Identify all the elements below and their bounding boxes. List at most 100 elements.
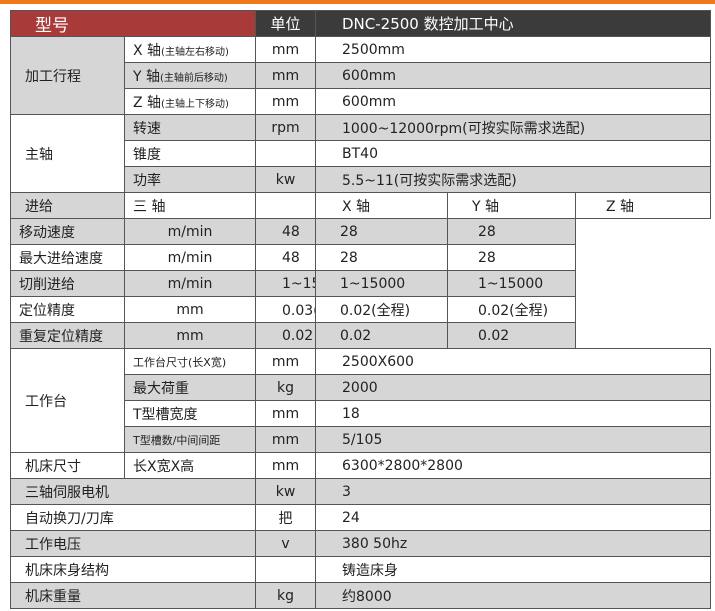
- group-spindle: 主轴: [10, 114, 125, 193]
- table-row: Z 轴(主轴上下移动) mm 600mm: [10, 88, 711, 115]
- row-value: 5.5~11(可按实际需求选配): [315, 166, 711, 193]
- row-label: 长X宽X高: [124, 452, 256, 479]
- table-row: T型槽宽度 mm 18: [10, 400, 711, 427]
- row-unit: m/min: [124, 218, 256, 245]
- row-value: 2500X600: [315, 348, 711, 375]
- table-row: 主轴 转速 rpm 1000~12000rpm(可按实际需求选配): [10, 114, 711, 193]
- row-label: 工作台尺寸(长X宽): [124, 348, 256, 375]
- table-row: 重复定位精度 mm 0.02 0.02 0.02: [10, 322, 711, 349]
- table-row: 移动速度 m/min 48 28 28: [10, 218, 711, 245]
- row-unit: kw: [255, 166, 316, 193]
- row-unit: kg: [255, 374, 316, 401]
- row-unit: [255, 556, 316, 583]
- table-row: 锥度 BT40: [10, 140, 711, 167]
- axis-x-value: 1~15000: [255, 270, 316, 297]
- axis-z-value: 28: [447, 244, 576, 271]
- group-worktable: 工作台: [10, 348, 125, 453]
- row-label: T型槽数/中间间距: [124, 426, 256, 453]
- row-value: 18: [315, 400, 711, 427]
- row-label: 功率: [124, 166, 256, 193]
- row-label: 机床床身结构: [10, 556, 256, 583]
- row-value: 3: [315, 478, 711, 505]
- axis-x-value: 0.03(全程): [255, 296, 316, 323]
- row-label: T型槽宽度: [124, 400, 256, 427]
- header-row: 型号 单位 DNC-2500 数控加工中心: [10, 10, 711, 37]
- group-travel: 加工行程: [10, 36, 125, 115]
- row-value: 600mm: [315, 88, 711, 115]
- row-label: 三 轴: [124, 192, 256, 219]
- table-row: 最大荷重 kg 2000: [10, 374, 711, 401]
- row-unit: mm: [255, 452, 316, 479]
- axis-z-value: 0.02: [447, 322, 576, 349]
- row-value: 铸造床身: [315, 556, 711, 583]
- row-unit: [255, 192, 316, 219]
- axis-y-value: 28: [315, 218, 448, 245]
- axis-z-value: 28: [447, 218, 576, 245]
- row-value: 5/105: [315, 426, 711, 453]
- row-unit: mm: [255, 36, 316, 63]
- row-unit: mm: [255, 348, 316, 375]
- table-row: 最大进给速度 m/min 48 28 28: [10, 244, 711, 271]
- row-unit: kw: [255, 478, 316, 505]
- unit-label: 单位: [255, 10, 316, 37]
- row-label: 锥度: [124, 140, 256, 167]
- row-label: 重复定位精度: [10, 322, 125, 349]
- row-value: 2000: [315, 374, 711, 401]
- axis-z-value: 0.02(全程): [447, 296, 576, 323]
- row-value: 600mm: [315, 62, 711, 89]
- row-unit: mm: [124, 322, 256, 349]
- row-unit: v: [255, 530, 316, 557]
- row-unit: mm: [255, 62, 316, 89]
- axis-y-header: Y 轴: [447, 192, 576, 219]
- row-value: 6300*2800*2800: [315, 452, 711, 479]
- row-unit: mm: [124, 296, 256, 323]
- spec-table: 型号 单位 DNC-2500 数控加工中心 加工行程 X 轴(主轴左右移动) m…: [10, 10, 711, 609]
- axis-y-value: 0.02(全程): [315, 296, 448, 323]
- row-label: X 轴(主轴左右移动): [124, 36, 256, 63]
- row-unit: m/min: [124, 270, 256, 297]
- row-unit: mm: [255, 400, 316, 427]
- row-label: Y 轴(主轴前后移动): [124, 62, 256, 89]
- axis-z-value: 1~15000: [447, 270, 576, 297]
- row-unit: 把: [255, 504, 316, 531]
- axis-z-header: Z 轴: [575, 192, 711, 219]
- row-label: 移动速度: [10, 218, 125, 245]
- table-row: Y 轴(主轴前后移动) mm 600mm: [10, 62, 711, 89]
- table-row: 机床床身结构 铸造床身: [10, 556, 711, 583]
- table-row: 加工行程 X 轴(主轴左右移动) mm 2500mm: [10, 36, 711, 115]
- row-label: 最大进给速度: [10, 244, 125, 271]
- axis-x-header: X 轴: [315, 192, 448, 219]
- axis-x-value: 0.02: [255, 322, 316, 349]
- row-value: BT40: [315, 140, 711, 167]
- group-feed: 进给: [10, 192, 125, 219]
- row-value: 约8000: [315, 582, 711, 609]
- feed-head-row: 进给 三 轴 X 轴 Y 轴 Z 轴: [10, 192, 711, 219]
- row-label: Z 轴(主轴上下移动): [124, 88, 256, 115]
- row-unit: rpm: [255, 114, 316, 141]
- table-row: 功率 kw 5.5~11(可按实际需求选配): [10, 166, 711, 193]
- row-unit: m/min: [124, 244, 256, 271]
- row-label: 三轴伺服电机: [10, 478, 256, 505]
- row-label: 自动换刀/刀库: [10, 504, 256, 531]
- table-row: 工作电压 v 380 50hz: [10, 530, 711, 557]
- row-label: 定位精度: [10, 296, 125, 323]
- table-row: 自动换刀/刀库把 24: [10, 504, 711, 531]
- axis-x-value: 48: [255, 244, 316, 271]
- table-row: 三轴伺服电机 kw 3: [10, 478, 711, 505]
- row-unit: kg: [255, 582, 316, 609]
- axis-y-value: 1~15000: [315, 270, 448, 297]
- row-unit: [255, 140, 316, 167]
- row-label: 工作电压: [10, 530, 256, 557]
- model-name: DNC-2500 数控加工中心: [315, 10, 711, 37]
- row-label: 最大荷重: [124, 374, 256, 401]
- axis-y-value: 28: [315, 244, 448, 271]
- axis-y-value: 0.02: [315, 322, 448, 349]
- table-row: 工作台 工作台尺寸(长X宽) mm 2500X600: [10, 348, 711, 453]
- axis-x-value: 48: [255, 218, 316, 245]
- row-label: 转速: [124, 114, 256, 141]
- row-value: 24: [315, 504, 711, 531]
- table-row: 机床尺寸 长X宽X高 mm 6300*2800*2800: [10, 452, 711, 479]
- row-unit: mm: [255, 426, 316, 453]
